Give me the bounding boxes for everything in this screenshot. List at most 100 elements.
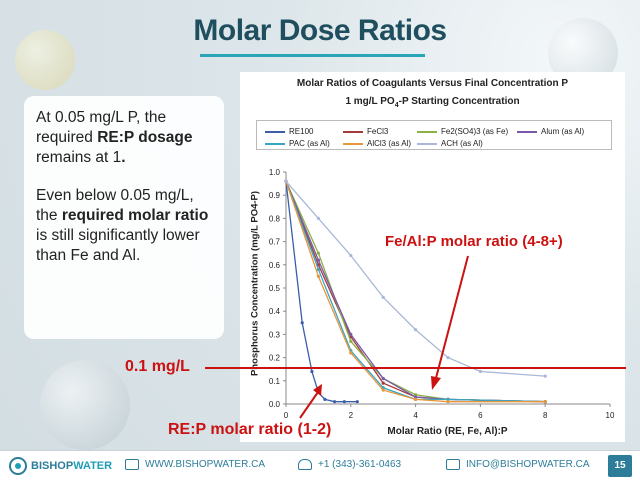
water-drop-icon: [9, 457, 27, 475]
decorative-orb: [15, 30, 75, 90]
fe-al-annotation: Fe/Al:P molar ratio (4-8+): [385, 233, 563, 250]
y-tick-label: 0.7: [269, 238, 281, 247]
data-point: [316, 267, 320, 272]
data-point: [316, 274, 320, 278]
data-point: [381, 376, 385, 381]
decorative-orb: [40, 360, 130, 450]
data-point: [349, 351, 353, 355]
data-point: [349, 253, 353, 258]
legend-swatch: [265, 142, 285, 145]
x-tick-label: 8: [543, 411, 548, 420]
legend-entry: Alum (as Al): [517, 127, 584, 136]
data-point: [414, 393, 418, 397]
brand-logo: BISHOP WATER: [8, 456, 112, 476]
paragraph-1: At 0.05 mg/L P, the required RE:P dosage…: [36, 108, 212, 168]
data-point: [414, 397, 418, 401]
re-arrow: [299, 391, 319, 419]
data-point: [414, 395, 418, 399]
text-run: is still significantly lower than Fe and…: [36, 227, 200, 264]
data-point: [316, 216, 320, 220]
data-point: [355, 400, 359, 404]
legend-label: RE100: [289, 127, 314, 136]
y-tick-label: 0.8: [269, 214, 281, 223]
phone-icon: [298, 459, 312, 470]
x-tick-label: 6: [478, 411, 483, 420]
slide-title: Molar Dose Ratios: [193, 14, 447, 47]
data-point: [300, 321, 304, 325]
legend-label: AlCl3 (as Al): [367, 139, 412, 148]
y-tick-label: 0.1: [269, 377, 281, 386]
x-tick-label: 0: [284, 411, 289, 420]
x-tick-label: 2: [349, 411, 354, 420]
legend-entry: FeCl3: [343, 127, 388, 136]
website-link[interactable]: WWW.BISHOPWATER.CA: [125, 459, 265, 470]
legend-label: Fe2(SO4)3 (as Fe): [441, 127, 509, 136]
y-tick-label: 0.2: [269, 354, 281, 363]
data-point: [349, 332, 353, 336]
y-tick-label: 1.0: [269, 168, 281, 177]
data-point: [323, 397, 327, 401]
legend-entry: RE100: [265, 127, 313, 136]
envelope-icon: [446, 459, 460, 470]
x-axis-label: Molar Ratio (RE, Fe, Al):P: [387, 426, 508, 437]
data-point: [316, 251, 320, 255]
data-point: [381, 388, 385, 392]
email-link[interactable]: INFO@BISHOPWATER.CA: [446, 459, 590, 470]
reference-line-label: 0.1 mg/L: [125, 358, 190, 375]
text-run: remains at 1: [36, 149, 122, 166]
x-tick-label: 10: [606, 411, 615, 420]
data-point: [446, 397, 450, 401]
re-arrowhead: [313, 384, 322, 396]
legend-swatch: [517, 130, 537, 133]
monitor-icon: [125, 459, 139, 470]
line-chart: 0.0 0.1 0.2 0.3 0.4 0.5 0.6 0.7 0.8 0.9 1.0 0 2 4 6 8 10: [269, 168, 615, 420]
chart-title: Molar Ratios of Coagulants Versus Final …: [296, 78, 569, 89]
data-point: [349, 339, 353, 343]
bold-text-run: .: [121, 149, 126, 166]
legend-label: FeCl3: [367, 127, 389, 136]
data-point: [478, 369, 482, 374]
y-tick-label: 0.6: [269, 261, 281, 270]
legend-entry: AlCl3 (as Al): [343, 139, 411, 148]
data-point: [543, 400, 547, 404]
x-tick-label: 4: [413, 411, 418, 420]
data-point: [446, 400, 450, 404]
brand-name-part-2: WATER: [73, 460, 113, 472]
text-box: At 0.05 mg/L P, the required RE:P dosage…: [24, 96, 224, 339]
legend-label: PAC (as Al): [289, 139, 330, 148]
re-annotation: RE:P molar ratio (1-2): [168, 421, 332, 438]
legend-entry: ACH (as Al): [417, 139, 483, 148]
data-point: [381, 381, 385, 385]
brand-name-part-1: BISHOP: [31, 460, 74, 472]
y-tick-label: 0.0: [269, 400, 281, 409]
bold-text-run: required molar ratio: [61, 207, 209, 224]
fe-al-arrowhead: [431, 376, 441, 390]
data-point: [342, 400, 346, 404]
footer-bar: BISHOP WATER WWW.BISHOPWATER.CA +1 (343)-…: [0, 450, 640, 480]
data-point: [543, 374, 547, 378]
email-text: INFO@BISHOPWATER.CA: [466, 459, 590, 470]
legend-swatch: [417, 142, 437, 145]
legend-swatch: [343, 130, 363, 133]
page-number: 15: [608, 455, 632, 477]
series-line-0: [285, 181, 358, 403]
legend-entry: Fe2(SO4)3 (as Fe): [417, 127, 508, 136]
data-point: [381, 295, 385, 299]
legend-swatch: [417, 130, 437, 133]
fe-al-arrow: [435, 255, 469, 379]
subtitle-text: -P Starting Concentration: [398, 96, 520, 107]
y-tick-label: 0.5: [269, 284, 281, 293]
legend-entry: PAC (as Al): [265, 139, 330, 148]
legend-swatch: [265, 130, 285, 133]
text-run: At 0.05 mg/L P, the required: [36, 109, 167, 146]
chart-subtitle: 1 mg/L PO4-P Starting Concentration: [240, 96, 625, 109]
data-point: [414, 328, 418, 332]
phone-text: +1 (343)-361-0463: [318, 459, 402, 470]
data-point: [284, 179, 288, 183]
data-point: [446, 356, 450, 360]
title-underline: [200, 54, 425, 57]
phone-contact: +1 (343)-361-0463: [298, 459, 401, 470]
series-line-6: [285, 180, 546, 377]
paragraph-2: Even below 0.05 mg/L, the required molar…: [36, 186, 212, 266]
bold-text-run: RE:P dosage: [97, 129, 193, 146]
